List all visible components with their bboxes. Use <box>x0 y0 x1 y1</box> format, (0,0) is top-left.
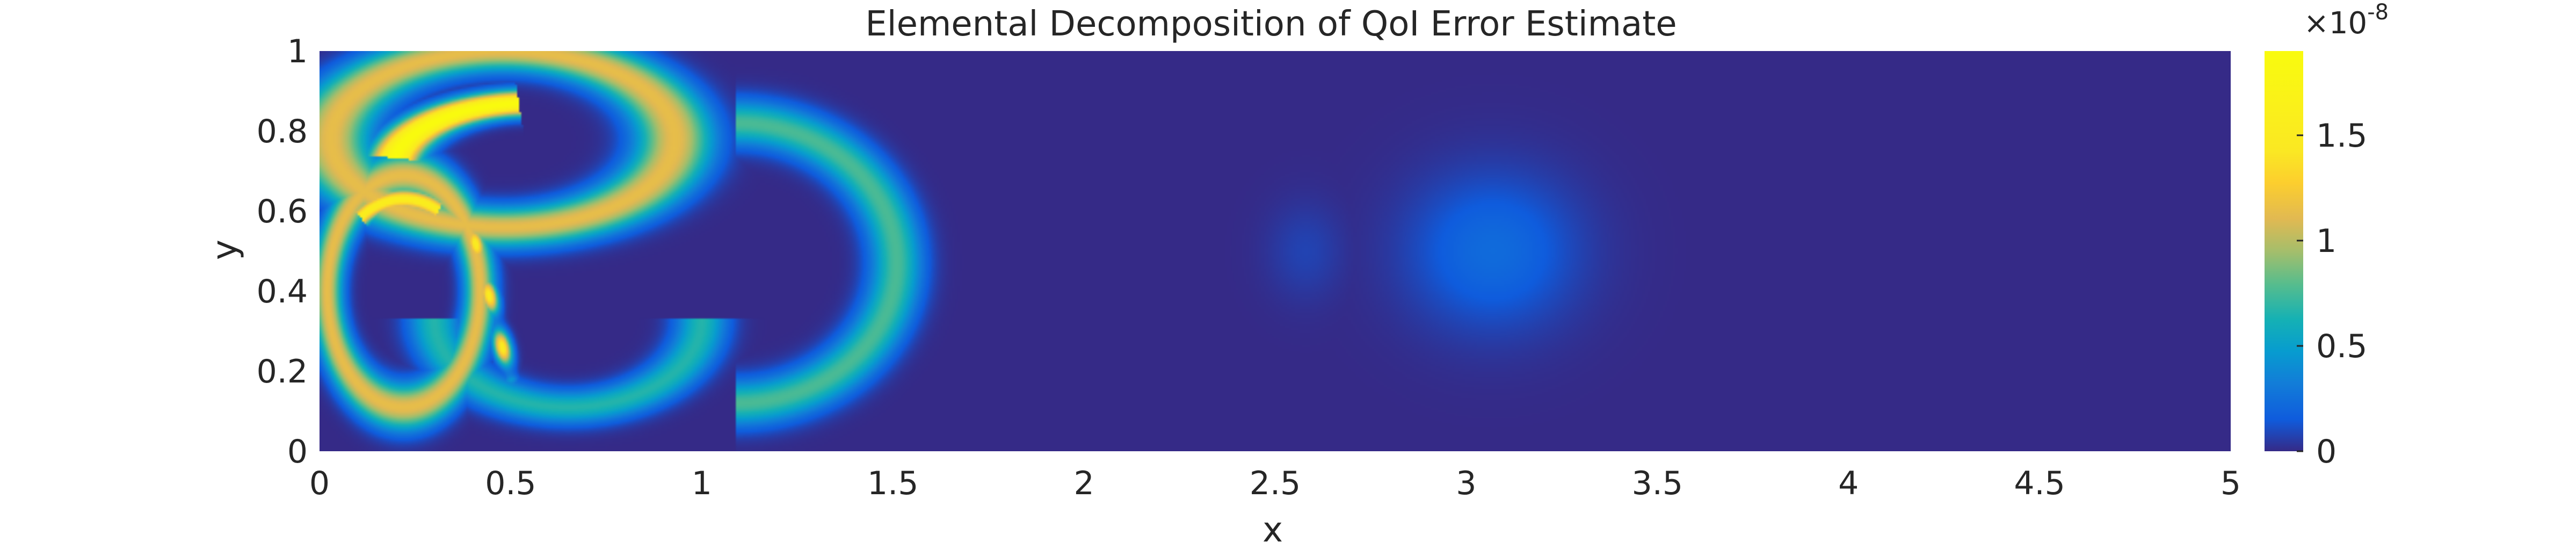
y-axis: 0 0.2 0.4 0.6 0.8 1 <box>257 33 308 471</box>
colorbar-ticks: 0 0.5 1 1.5 <box>2297 117 2367 471</box>
x-tick-label: 1.5 <box>867 465 918 502</box>
y-axis-label: y <box>205 240 245 260</box>
x-tick-label: 5 <box>2221 465 2241 502</box>
x-tick-label: 2 <box>1074 465 1094 502</box>
x-axis: 0 0.5 1 1.5 2 2.5 3 3.5 4 4.5 5 <box>309 465 2241 502</box>
colorbar-gradient <box>2265 51 2303 451</box>
chart-title: Elemental Decomposition of QoI Error Est… <box>865 4 1677 44</box>
colorbar-exponent: ×10-8 <box>2304 0 2389 41</box>
heatmap-image <box>320 51 2231 451</box>
y-tick-label: 0.2 <box>257 353 308 391</box>
colorbar: 0 0.5 1 1.5 ×10-8 <box>2265 0 2389 471</box>
x-axis-label: x <box>1262 510 1283 549</box>
colorbar-tick-label: 1 <box>2316 222 2336 260</box>
colorbar-tick-label: 1.5 <box>2316 117 2367 155</box>
x-tick-label: 0 <box>309 465 330 502</box>
plot-area <box>320 51 2231 451</box>
y-tick-label: 0 <box>287 433 308 471</box>
colorbar-tick-label: 0.5 <box>2316 328 2367 365</box>
x-tick-label: 4.5 <box>2014 465 2065 502</box>
y-tick-label: 0.4 <box>257 273 308 310</box>
x-tick-label: 2.5 <box>1250 465 1301 502</box>
y-tick-label: 1 <box>287 33 308 70</box>
y-tick-label: 0.8 <box>257 113 308 150</box>
x-tick-label: 3 <box>1456 465 1476 502</box>
colorbar-scale-exponent: -8 <box>2367 0 2389 25</box>
x-tick-label: 3.5 <box>1632 465 1683 502</box>
colorbar-tick-label: 0 <box>2316 433 2336 471</box>
x-tick-label: 4 <box>1838 465 1859 502</box>
colorbar-scale-base: ×10 <box>2304 6 2367 41</box>
x-tick-label: 0.5 <box>485 465 536 502</box>
y-tick-label: 0.6 <box>257 193 308 230</box>
x-tick-label: 1 <box>692 465 712 502</box>
